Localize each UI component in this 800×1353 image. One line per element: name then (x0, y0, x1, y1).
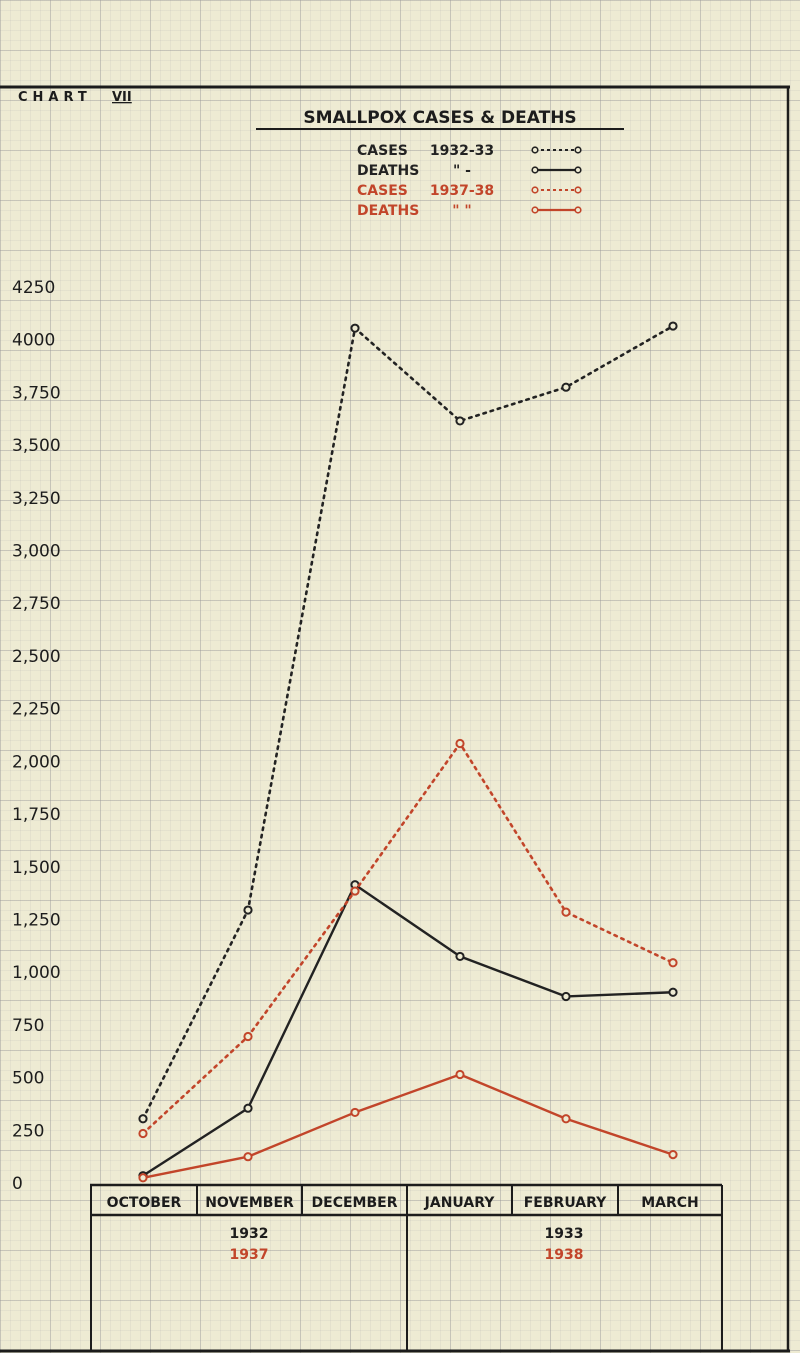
y-axis-tick-labels: 4250 4000 3,750 3,500 3,250 3,000 2,750 2,500 2,… (12, 278, 61, 1194)
data-point (350, 323, 360, 333)
x-tick-label: JANUARY (424, 1195, 496, 1211)
data-point (455, 416, 465, 426)
y-tick-label: 2,750 (12, 594, 61, 614)
data-point (668, 987, 678, 997)
legend-period: 1937-38 (430, 183, 494, 199)
x-tick-label: DECEMBER (312, 1195, 398, 1211)
data-point (668, 1149, 678, 1160)
data-point (455, 951, 465, 962)
legend-period: " - (453, 163, 471, 179)
year-labels: 1932 1937 1933 1938 (230, 1226, 584, 1263)
data-point (138, 1128, 148, 1139)
data-point (138, 1173, 148, 1183)
legend-label: DEATHS (357, 163, 419, 179)
legend-period: 1932-33 (430, 143, 494, 159)
data-point (138, 1114, 148, 1124)
y-tick-label: 0 (12, 1174, 23, 1194)
legend-swatch-marker (574, 186, 582, 194)
y-tick-label: 3,250 (12, 489, 61, 509)
legend-swatch-marker (531, 146, 539, 154)
chart-label: CHART (18, 90, 92, 105)
chart-title: SMALLPOX CASES & DEATHS (303, 108, 576, 128)
data-point (455, 1069, 465, 1080)
series-line (141, 883, 675, 1177)
year-label: 1937 (230, 1247, 269, 1263)
data-point (243, 1103, 253, 1113)
y-tick-label: 3,000 (12, 542, 61, 562)
x-tick-label: FEBRUARY (524, 1195, 607, 1211)
y-tick-label: 1,750 (12, 805, 61, 825)
legend-swatch-marker (574, 146, 582, 154)
data-point (561, 907, 571, 917)
legend-label: CASES (357, 143, 408, 159)
data-point (243, 1031, 253, 1042)
chart-number: VII (112, 90, 132, 105)
x-tick-label: OCTOBER (107, 1195, 182, 1211)
data-point (668, 958, 678, 968)
year-label: 1933 (545, 1226, 584, 1242)
x-axis-month-labels: OCTOBER NOVEMBER DECEMBER JANUARY FEBRUARY MA… (107, 1195, 699, 1211)
y-tick-label: 1,500 (12, 858, 61, 878)
y-tick-label: 1,000 (12, 963, 61, 983)
y-tick-label: 2,000 (12, 752, 61, 772)
series-line (141, 324, 675, 1121)
x-tick-label: MARCH (641, 1195, 699, 1211)
y-tick-label: 2,250 (12, 700, 61, 720)
legend-swatch-marker (574, 206, 582, 214)
y-tick-label: 3,500 (12, 436, 61, 456)
x-tick-label: NOVEMBER (205, 1195, 294, 1211)
y-tick-label: 2,500 (12, 647, 61, 667)
year-label: 1938 (545, 1247, 584, 1263)
data-point (561, 382, 571, 392)
data-point (561, 1114, 571, 1124)
data-point (561, 991, 571, 1002)
y-tick-label: 750 (12, 1016, 44, 1036)
data-point (350, 886, 360, 896)
legend-swatch-marker (574, 166, 582, 174)
data-point (243, 1152, 253, 1162)
y-tick-label: 1,250 (12, 910, 61, 930)
series-lines (138, 321, 678, 1183)
series-line (141, 1073, 675, 1179)
year-label: 1932 (230, 1226, 269, 1242)
y-tick-label: 250 (12, 1121, 44, 1141)
series-line (141, 742, 675, 1135)
legend-label: CASES (357, 183, 408, 199)
data-point (350, 1107, 360, 1118)
y-tick-label: 3,750 (12, 383, 61, 403)
data-point (243, 905, 253, 915)
legend-swatch-marker (531, 186, 539, 194)
legend-swatch-marker (531, 166, 539, 174)
month-table: OCTOBER NOVEMBER DECEMBER JANUARY FEBRUARY MA… (90, 1183, 723, 1352)
legend-label: DEATHS (357, 203, 419, 219)
legend-swatch-marker (531, 206, 539, 214)
data-point (455, 738, 465, 749)
legend-period: " " (452, 203, 471, 219)
y-tick-label: 4250 (12, 278, 55, 298)
data-point (668, 321, 678, 331)
y-tick-label: 4000 (12, 331, 55, 351)
legend: CASES 1932-33 DEATHS " - CASES 1937-38 DEATHS "… (357, 143, 582, 219)
y-tick-label: 500 (12, 1069, 44, 1089)
